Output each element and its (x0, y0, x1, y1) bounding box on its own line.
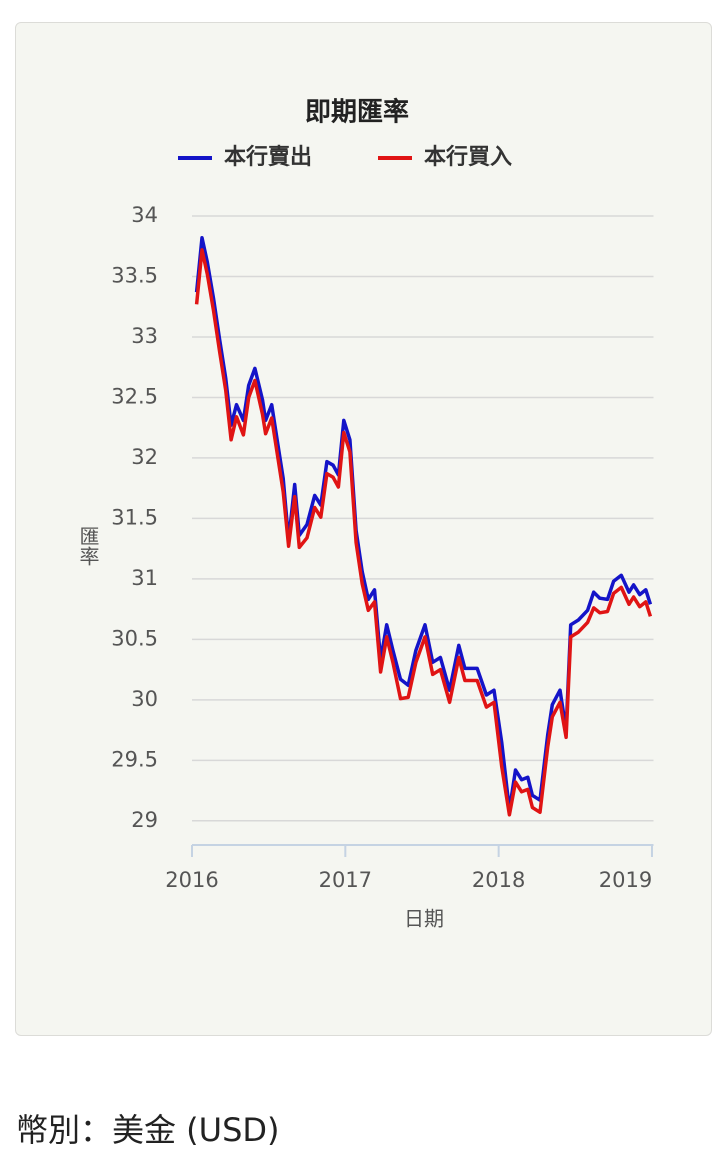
y-tick-label: 33 (131, 324, 158, 348)
series-line (194, 248, 653, 817)
y-tick-label: 32 (131, 445, 158, 469)
x-tick-label: 2018 (472, 868, 525, 892)
chart-title: 即期匯率 (305, 97, 409, 128)
x-axis-label: 日期 (404, 907, 444, 931)
chart-card (15, 22, 712, 1036)
y-tick-label: 30 (131, 687, 158, 711)
y-tick-label: 31 (131, 566, 158, 590)
currency-label: 幣別：美金 (USD) (16, 1111, 280, 1149)
y-tick-label: 32.5 (111, 384, 158, 408)
legend-label: 本行買入 (424, 144, 512, 170)
y-tick-label: 29 (131, 808, 158, 832)
y-tick-label: 34 (131, 203, 158, 227)
y-tick-label: 31.5 (111, 505, 158, 529)
legend-label: 本行賣出 (224, 144, 312, 170)
x-tick-label: 2019 (599, 868, 652, 892)
y-axis-label: 匯率 (76, 526, 100, 566)
x-tick-label: 2017 (319, 868, 372, 892)
y-tick-label: 30.5 (111, 626, 158, 650)
chart: 即期匯率 日期 匯率 29 29.5 30 30.5 31 31.5 32 32.5 33 33.… (76, 97, 654, 931)
y-tick-label: 29.5 (111, 747, 158, 771)
y-tick-label: 33.5 (111, 263, 158, 287)
x-tick-label: 2016 (165, 868, 218, 892)
series-line (194, 236, 653, 812)
